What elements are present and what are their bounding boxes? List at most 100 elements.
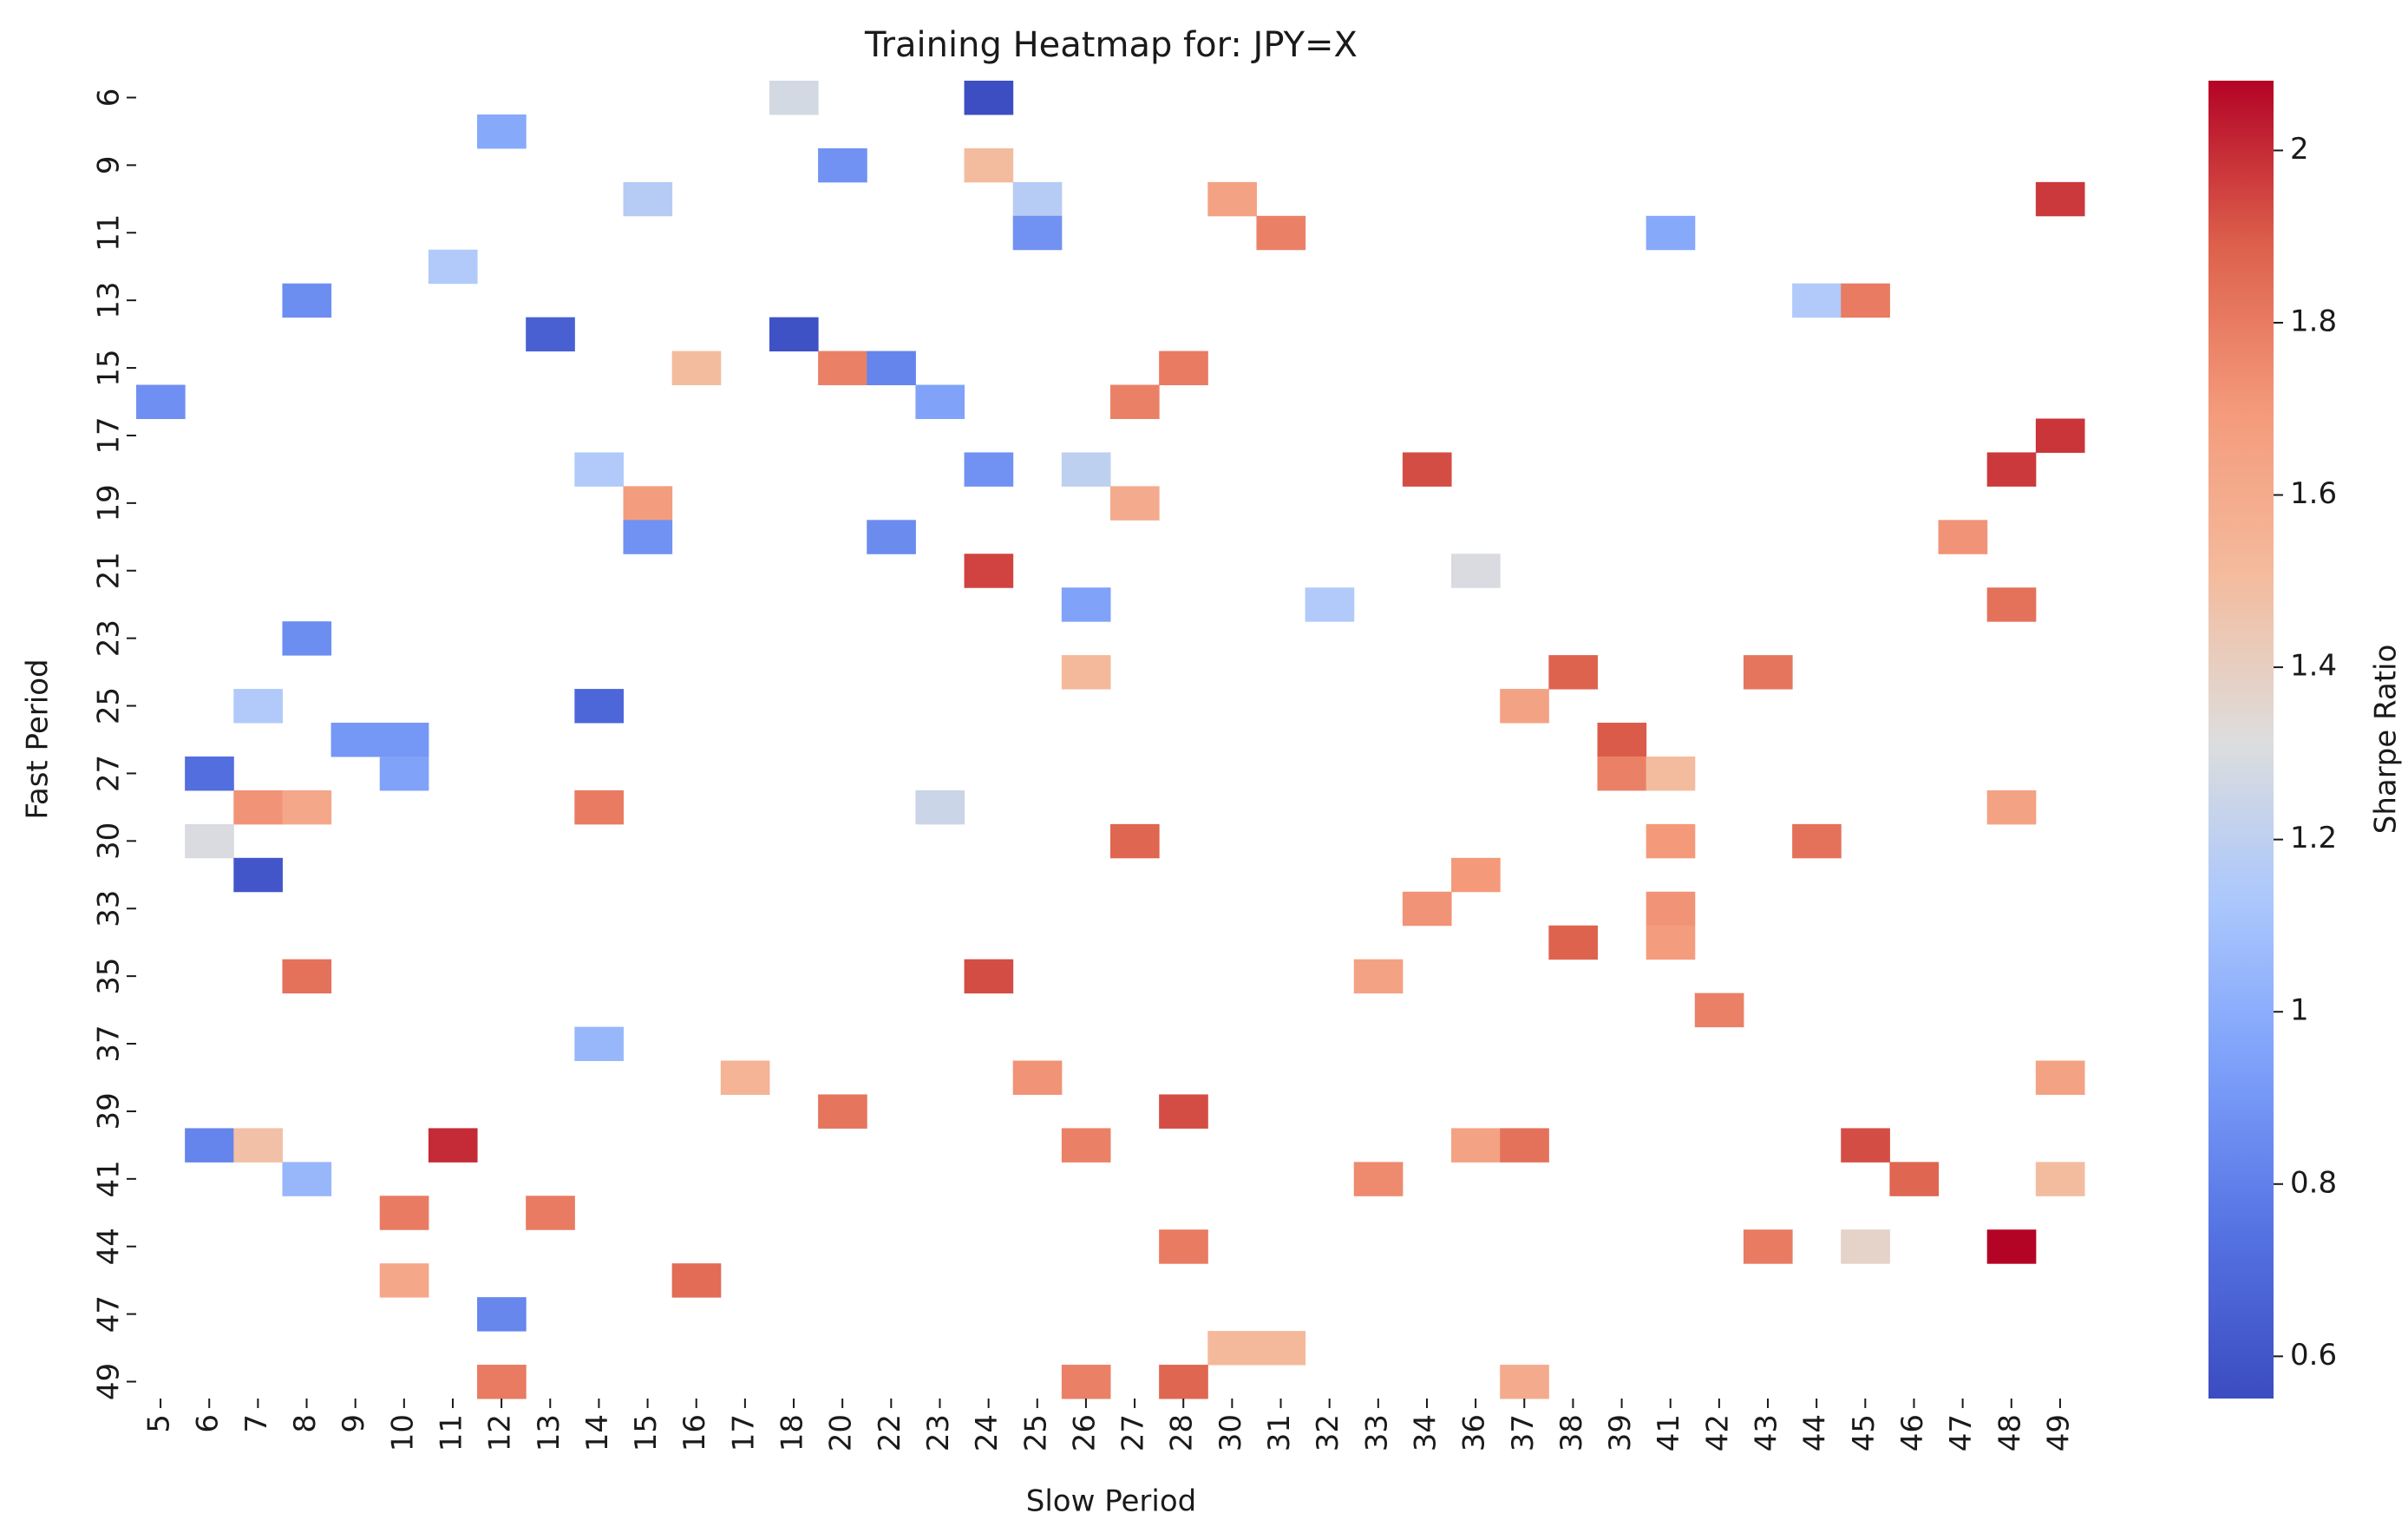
heatmap-cell (2035, 181, 2085, 217)
heatmap-cell (233, 689, 283, 724)
x-tick-label: 28 (1165, 1414, 1200, 1451)
x-tick-label: 42 (1700, 1414, 1735, 1451)
heatmap-cell (1792, 823, 1842, 859)
heatmap-cell (964, 554, 1014, 588)
colorbar-tick-label: 2 (2290, 132, 2309, 167)
heatmap-cell (720, 1060, 770, 1095)
heatmap-cell (477, 1365, 527, 1399)
colorbar-tick-label: 0.8 (2290, 1165, 2337, 1200)
x-tick-label: 38 (1554, 1414, 1589, 1451)
heatmap-cell (1402, 891, 1452, 927)
heatmap-cell (1548, 925, 1598, 960)
heatmap-cell (185, 756, 234, 791)
heatmap-cell (1743, 1229, 1793, 1264)
x-tick-label: 27 (1116, 1414, 1151, 1451)
x-tick-label: 24 (970, 1414, 1004, 1451)
x-tick-label: 15 (629, 1414, 664, 1451)
heatmap-cell (2035, 1162, 2085, 1196)
heatmap-cell (1938, 520, 1988, 554)
heatmap-cell (867, 350, 916, 386)
heatmap-cell (1451, 857, 1501, 893)
x-tick-label: 20 (824, 1414, 859, 1451)
heatmap-cell (1061, 1365, 1111, 1399)
colorbar-tick-label: 0.6 (2290, 1338, 2337, 1372)
x-tick-label: 7 (239, 1414, 274, 1433)
x-tick-label: 34 (1408, 1414, 1443, 1451)
heatmap-cell (964, 452, 1014, 487)
heatmap-cell (1986, 789, 2037, 825)
heatmap-cell (1061, 655, 1111, 690)
y-tick-label: 44 (92, 1228, 127, 1265)
heatmap-cell (1646, 756, 1696, 791)
heatmap-cell (233, 789, 283, 825)
heatmap-cell (1743, 655, 1793, 690)
x-tick-label: 16 (677, 1414, 712, 1451)
y-tick-label: 25 (92, 687, 127, 724)
heatmap-cell (1159, 1229, 1208, 1264)
heatmap-cell (526, 317, 575, 352)
heatmap-cell (1256, 215, 1306, 251)
heatmap-cell (1597, 756, 1647, 791)
heatmap-cell (185, 823, 234, 859)
heatmap-cell (964, 147, 1014, 183)
x-tick-label: 23 (921, 1414, 956, 1451)
heatmap-cell (915, 384, 965, 419)
heatmap-cell (1694, 993, 1744, 1028)
y-tick-label: 39 (92, 1092, 127, 1130)
heatmap-cell (477, 114, 527, 149)
heatmap-cell (623, 486, 673, 521)
x-tick-label: 36 (1457, 1414, 1492, 1451)
x-tick-label: 48 (1992, 1414, 2027, 1451)
heatmap-cell (2035, 1060, 2085, 1095)
heatmap-cell (1402, 452, 1452, 487)
heatmap-cell (671, 1263, 722, 1298)
x-tick-label: 6 (191, 1414, 226, 1433)
x-tick-label: 43 (1750, 1414, 1784, 1451)
y-tick-label: 11 (92, 214, 127, 252)
y-tick-label: 17 (92, 416, 127, 454)
x-tick-label: 30 (1214, 1414, 1248, 1451)
x-tick-label: 26 (1067, 1414, 1102, 1451)
heatmap-cell (136, 384, 186, 419)
heatmap-cell (1159, 1094, 1208, 1129)
heatmap-cell (574, 689, 624, 724)
x-tick-label: 45 (1847, 1414, 1881, 1451)
heatmap-cell (1986, 452, 2037, 487)
heatmap-cell (1061, 1128, 1111, 1163)
heatmap-cell (818, 350, 867, 386)
heatmap-cell (1500, 1365, 1549, 1399)
y-tick-label: 9 (92, 156, 127, 175)
heatmap-cell (1889, 1162, 1940, 1196)
heatmap-cell (1256, 1331, 1306, 1366)
heatmap-cell (428, 249, 478, 285)
heatmap-cell (623, 520, 673, 554)
y-tick-label: 35 (92, 958, 127, 995)
heatmap-cell (1353, 959, 1404, 994)
colorbar-tick-label: 1.2 (2290, 821, 2337, 855)
heatmap-cell (1012, 181, 1063, 217)
heatmap-cell (282, 959, 332, 994)
heatmap-cell (477, 1297, 527, 1332)
heatmap-cell (769, 317, 819, 352)
x-tick-label: 46 (1895, 1414, 1930, 1451)
y-tick-label: 47 (92, 1295, 127, 1333)
heatmap-cell (1207, 181, 1257, 217)
heatmap-cell (1110, 823, 1160, 859)
heatmap-cell (769, 81, 819, 115)
x-tick-label: 47 (1944, 1414, 1979, 1451)
heatmap-cell (379, 756, 429, 791)
x-tick-label: 13 (532, 1414, 566, 1451)
heatmap-cell (2035, 418, 2085, 453)
colorbar-tick-label: 1.6 (2290, 476, 2337, 511)
y-tick-label: 23 (92, 619, 127, 657)
heatmap-cell (818, 1094, 867, 1129)
heatmap-cell (915, 789, 965, 825)
y-tick-label: 21 (92, 552, 127, 589)
heatmap-cell (233, 1128, 283, 1163)
x-tick-label: 8 (288, 1414, 323, 1433)
colorbar (2208, 81, 2274, 1399)
heatmap-cell (623, 181, 673, 217)
y-tick-label: 37 (92, 1025, 127, 1062)
heatmap-cell (671, 350, 722, 386)
heatmap-cell (1548, 655, 1598, 690)
